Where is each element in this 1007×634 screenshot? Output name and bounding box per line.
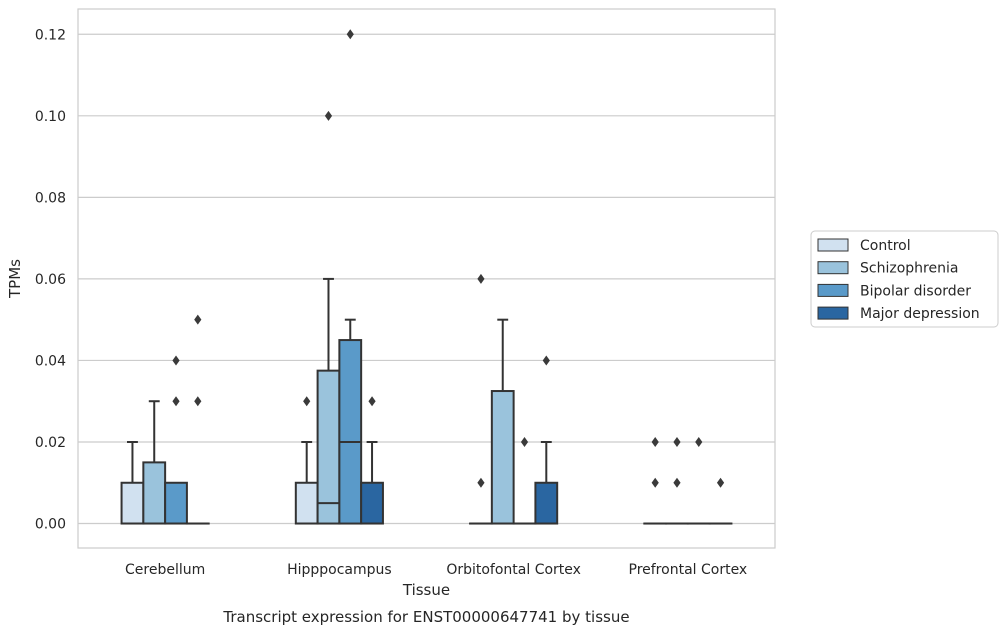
x-tick-label: Prefrontal Cortex: [629, 562, 748, 578]
y-tick-label: 0.04: [35, 353, 66, 369]
box-body: [316, 369, 341, 525]
y-tick-label: 0.02: [35, 435, 66, 451]
box-body: [338, 339, 363, 525]
x-axis-label: Tissue: [402, 581, 450, 599]
legend-swatch: [817, 283, 849, 297]
outlier-point: [368, 396, 376, 407]
box-body: [164, 481, 188, 525]
outlier-point: [520, 436, 529, 447]
outlier-point: [172, 355, 180, 366]
outlier-point: [172, 396, 180, 407]
y-tick-label: 0.10: [35, 109, 66, 125]
outlier-point: [695, 436, 703, 447]
box-body: [360, 481, 384, 525]
x-tick-label: Hipppocampus: [287, 562, 392, 578]
legend-frame: [810, 230, 999, 328]
outlier-point: [346, 29, 354, 40]
outlier-point: [542, 355, 550, 366]
outlier-point: [324, 110, 333, 121]
outlier-point: [477, 477, 485, 488]
legend-label: Bipolar disorder: [860, 283, 971, 299]
y-tick-label: 0.12: [35, 27, 66, 43]
y-axis-ticks: 0.00 0.02 0.04 0.06 0.08 0.10 0.12: [35, 27, 66, 532]
box-schizophrenia: [490, 318, 515, 525]
box-bipolar-disorder: [164, 355, 188, 525]
x-tick-label: Orbitofontal Cortex: [446, 562, 581, 578]
box-body: [120, 481, 145, 525]
outlier-point: [194, 314, 202, 325]
outlier-point: [673, 436, 681, 447]
box-series: [120, 29, 733, 525]
legend: Control Schizophrenia Bipolar disorder Majo…: [810, 230, 999, 328]
outlier-point: [303, 396, 311, 407]
box-body: [490, 390, 515, 525]
legend-label: Control: [860, 238, 911, 254]
x-tick-label: Cerebellum: [125, 562, 205, 578]
box-major-depression: [534, 355, 559, 525]
y-tick-label: 0.08: [35, 190, 66, 206]
chart-title: Transcript expression for ENST0000064774…: [222, 608, 629, 626]
y-tick-label: 0.00: [35, 517, 66, 533]
box-major-depression: [185, 314, 210, 525]
y-axis-label: TPMs: [6, 259, 24, 299]
box-bipolar-disorder: [338, 29, 363, 525]
outlier-point: [194, 396, 202, 407]
x-axis-ticks: Cerebellum Hipppocampus Orbitofontal Corte…: [125, 562, 747, 578]
outlier-point: [651, 477, 659, 488]
y-tick-label: 0.06: [35, 272, 66, 288]
box-body: [142, 461, 167, 525]
outlier-point: [477, 273, 485, 284]
box-body: [534, 481, 559, 525]
outlier-point: [716, 477, 725, 488]
legend-label: Major depression: [860, 306, 980, 322]
legend-swatch: [817, 238, 849, 252]
plot-area-frame: [77, 8, 776, 549]
outlier-point: [651, 436, 659, 447]
box-major-depression: [708, 477, 733, 525]
box-body: [294, 481, 319, 525]
legend-swatch: [817, 306, 849, 320]
legend-label: Schizophrenia: [860, 261, 958, 277]
box-schizophrenia: [142, 400, 167, 525]
legend-swatch: [817, 261, 849, 275]
box-bipolar-disorder: [686, 436, 711, 525]
box-control: [120, 440, 145, 525]
box-major-depression: [360, 396, 384, 525]
outlier-point: [673, 477, 681, 488]
